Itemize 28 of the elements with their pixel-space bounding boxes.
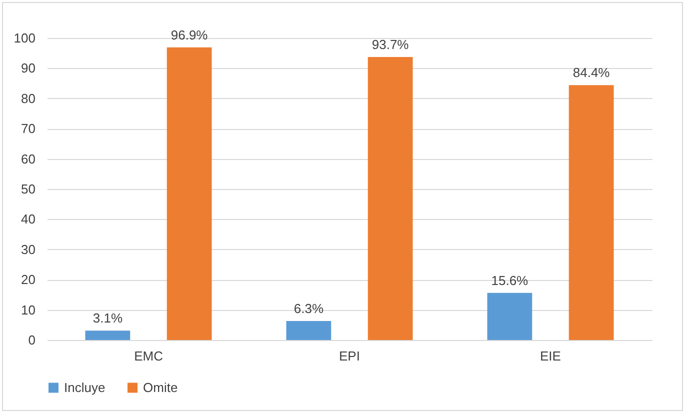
x-tick-label: EPI bbox=[339, 348, 360, 364]
y-tick-label: 80 bbox=[21, 90, 36, 106]
bar bbox=[166, 47, 212, 340]
y-tick-label: 40 bbox=[21, 212, 36, 227]
data-label: 96.9% bbox=[170, 27, 208, 42]
y-tick-label: 50 bbox=[21, 182, 36, 196]
bar bbox=[487, 292, 532, 340]
bar bbox=[85, 330, 130, 340]
y-tick-label: 20 bbox=[21, 272, 36, 288]
y-tick-label: 100 bbox=[14, 30, 36, 46]
bar bbox=[286, 320, 332, 340]
y-tick-label: 0 bbox=[28, 332, 36, 348]
data-label: 84.4% bbox=[572, 65, 610, 80]
y-tick-label: 90 bbox=[21, 60, 36, 76]
bar bbox=[568, 85, 614, 340]
y-tick-label: 70 bbox=[21, 121, 36, 136]
y-tick-label: 10 bbox=[21, 302, 36, 318]
x-tick-label: EIE bbox=[540, 348, 562, 364]
y-tick-label: 30 bbox=[21, 242, 36, 257]
x-tick-label: EMC bbox=[134, 348, 163, 364]
bar bbox=[368, 57, 413, 340]
legend-label: Incluye bbox=[64, 380, 106, 395]
data-label: 93.7% bbox=[372, 37, 410, 52]
y-tick-label: 60 bbox=[21, 151, 36, 166]
data-label: 3.1% bbox=[92, 310, 123, 326]
data-label: 15.6% bbox=[491, 272, 529, 288]
legend-label: Omite bbox=[143, 380, 178, 395]
data-label: 6.3% bbox=[294, 300, 324, 316]
